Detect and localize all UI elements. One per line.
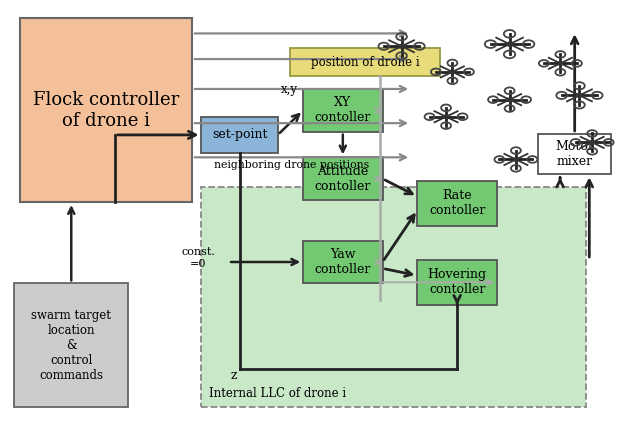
Text: Rate
contoller: Rate contoller [429,189,486,217]
Circle shape [507,98,512,101]
Circle shape [558,61,563,65]
FancyBboxPatch shape [20,18,192,202]
Circle shape [443,115,449,118]
Circle shape [514,158,519,161]
FancyBboxPatch shape [290,49,440,76]
Text: position of drone i: position of drone i [311,56,419,69]
FancyBboxPatch shape [417,260,497,305]
Text: set-point: set-point [212,129,267,141]
FancyBboxPatch shape [303,241,383,283]
Text: const.
=0: const. =0 [181,247,215,268]
Circle shape [577,94,582,97]
FancyBboxPatch shape [14,283,128,407]
FancyBboxPatch shape [202,187,586,407]
FancyBboxPatch shape [303,89,383,132]
Text: Flock controller
of drone i: Flock controller of drone i [33,91,179,130]
Text: Attitude
contoller: Attitude contoller [315,165,371,193]
Text: z: z [230,369,237,382]
Text: swarm target
location
&
control
commands: swarm target location & control commands [31,309,111,382]
Text: Yaw
contoller: Yaw contoller [315,248,371,276]
FancyBboxPatch shape [303,157,383,200]
Text: neighboring drone positions: neighboring drone positions [214,160,369,170]
Text: Motor
mixer: Motor mixer [555,140,594,168]
FancyBboxPatch shape [202,117,278,153]
FancyBboxPatch shape [417,181,497,226]
Text: Hovering
contoller: Hovering contoller [427,268,487,296]
Circle shape [399,44,404,48]
Circle shape [507,42,512,46]
Text: Internal LLC of drone i: Internal LLC of drone i [209,387,346,399]
Text: x,y: x,y [281,83,298,96]
FancyBboxPatch shape [538,134,611,175]
Circle shape [590,141,595,144]
Circle shape [450,70,455,74]
Text: XY
contoller: XY contoller [315,96,371,124]
